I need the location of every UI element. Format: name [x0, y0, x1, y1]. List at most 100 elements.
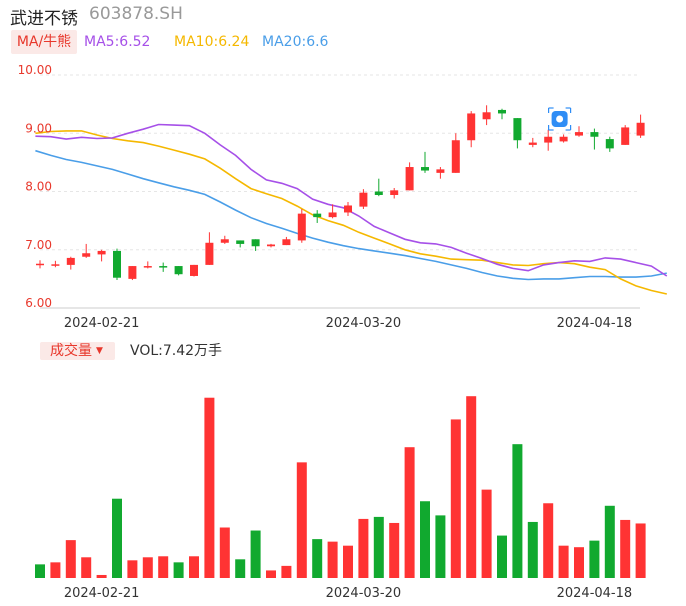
ma5-line — [35, 123, 668, 277]
volume-bar — [235, 559, 246, 578]
candle-body — [590, 132, 599, 137]
candle-body — [174, 266, 183, 275]
volume-bar — [35, 564, 45, 578]
volume-bar — [574, 547, 584, 578]
volume-bar — [189, 556, 199, 578]
volume-bar — [266, 570, 276, 578]
date-axis-labels: 2024-02-21 2024-03-20 2024-04-18 2024-02-21… — [64, 316, 632, 601]
volume-bar — [389, 522, 400, 578]
candle-body — [482, 112, 491, 120]
volume-bar — [281, 565, 292, 578]
stock-code: 603878.SH — [89, 4, 183, 24]
volume-bar — [620, 519, 631, 578]
ma20-value: MA20:6.6 — [262, 34, 329, 50]
price-tick-label: 6.00 — [25, 296, 52, 310]
price-tick-label: 9.00 — [25, 121, 52, 135]
volume-bar — [481, 489, 492, 578]
candle-body — [451, 140, 460, 173]
candle-body — [621, 127, 630, 145]
ma20-line — [35, 149, 667, 281]
candle-body — [282, 239, 291, 246]
candle-body — [297, 213, 306, 241]
volume-bar — [420, 501, 430, 578]
candle-body — [220, 239, 229, 243]
volume-bar — [65, 540, 76, 578]
price-tick-label: 7.00 — [25, 238, 52, 252]
latest-marker[interactable] — [547, 107, 572, 131]
ma5-value: MA5:6.52 — [84, 34, 151, 50]
volume-bar — [343, 545, 353, 578]
volume-bar — [219, 527, 230, 578]
volume-bar — [358, 518, 369, 578]
candle-body — [267, 244, 275, 247]
volume-bar — [112, 498, 122, 578]
candle-body — [236, 240, 245, 244]
volume-bar — [497, 535, 507, 578]
candle-body — [190, 264, 198, 276]
volume-bar — [635, 523, 646, 578]
price-tick-label: 10.00 — [18, 63, 52, 77]
candle-body — [421, 167, 429, 171]
volume-indicator-dropdown[interactable]: 成交量 ▼ — [40, 342, 115, 360]
candle-body — [97, 250, 106, 255]
date-tick-label: 2024-03-20 — [326, 316, 402, 331]
caret-down-icon: ▼ — [96, 346, 103, 356]
candle-body — [143, 266, 152, 268]
ma-indicator-tab[interactable]: MA/牛熊 — [11, 30, 77, 54]
volume-value: VOL:7.42万手 — [130, 343, 223, 359]
candle-body — [436, 169, 445, 173]
date-tick-label: 2024-03-20 — [326, 586, 402, 601]
candle-body — [328, 212, 337, 218]
candle-body — [36, 263, 44, 266]
volume-bar — [81, 557, 92, 578]
date-tick-label: 2024-04-18 — [557, 316, 633, 331]
candle-body — [128, 266, 137, 279]
candle-body — [251, 239, 260, 247]
volume-bar — [173, 562, 184, 578]
date-tick-label: 2024-02-21 — [64, 316, 140, 331]
candle-body — [467, 113, 476, 141]
volume-bar — [466, 396, 477, 578]
candle-body — [498, 109, 506, 114]
candle-body — [313, 213, 322, 218]
volume-bar — [373, 516, 384, 578]
candle-body — [636, 122, 645, 136]
candle-body — [113, 250, 121, 278]
stock-name: 武进不锈 — [10, 9, 78, 29]
volume-bar — [142, 557, 153, 578]
volume-bar — [404, 447, 415, 578]
candle-body — [405, 167, 414, 191]
ma10-value: MA10:6.24 — [174, 34, 250, 50]
volume-bar — [435, 515, 446, 578]
price-tick-label: 8.00 — [25, 180, 52, 194]
volume-bar — [127, 560, 138, 578]
candle-body — [51, 264, 60, 266]
volume-bar — [50, 562, 61, 578]
candle-body — [344, 205, 352, 213]
candle-body — [66, 257, 75, 265]
volume-bar — [250, 530, 261, 578]
volume-bar — [527, 521, 538, 578]
volume-bars — [35, 396, 646, 578]
candlestick-series — [36, 105, 645, 281]
candle-body — [374, 191, 383, 195]
candle-body — [82, 253, 91, 257]
volume-bar — [558, 545, 569, 578]
volume-bar — [96, 574, 107, 578]
date-tick-label: 2024-04-18 — [557, 586, 633, 601]
candle-body — [513, 118, 522, 141]
candle-body — [544, 136, 553, 143]
volume-bar — [158, 556, 169, 578]
event-marker-dot — [556, 115, 564, 123]
volume-bar — [312, 539, 323, 578]
candle-body — [359, 192, 368, 207]
candle-body — [559, 136, 568, 142]
volume-tab-label: 成交量 — [50, 343, 92, 359]
date-tick-label: 2024-02-21 — [64, 586, 140, 601]
volume-bar — [543, 503, 554, 578]
volume-bar — [589, 540, 600, 578]
candle-body — [605, 139, 614, 149]
price-grid — [40, 74, 640, 309]
candle-body — [205, 242, 214, 265]
